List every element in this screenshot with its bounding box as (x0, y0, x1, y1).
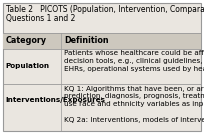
Text: Interventions/Exposures: Interventions/Exposures (6, 96, 105, 103)
Text: Questions 1 and 2: Questions 1 and 2 (6, 14, 75, 23)
Bar (3, 33, 201, 49)
Text: Population: Population (6, 63, 50, 69)
Text: Definition: Definition (64, 36, 109, 45)
Text: KQ 1: Algorithms that have been, or are cu
prediction, diagnosis, prognosis, tre: KQ 1: Algorithms that have been, or are … (64, 86, 204, 123)
Text: Patients whose healthcare could be affecte
decision tools, e.g., clinical guidel: Patients whose healthcare could be affec… (64, 50, 204, 72)
Text: Table 2   PICOTS (Population, Intervention, Comparator, Out: Table 2 PICOTS (Population, Intervention… (6, 5, 204, 14)
Text: Category: Category (6, 36, 47, 45)
